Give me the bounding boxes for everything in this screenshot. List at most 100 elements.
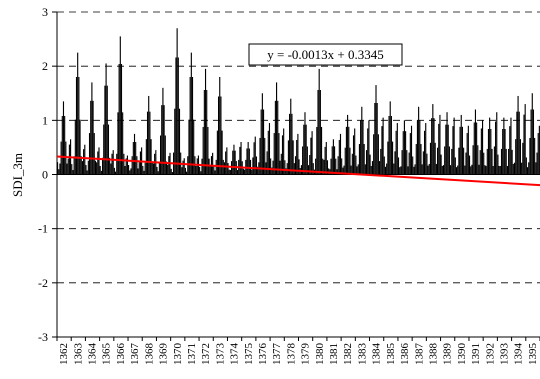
bar <box>328 168 330 175</box>
bar <box>79 119 81 175</box>
bar <box>174 108 176 175</box>
bar <box>523 114 525 175</box>
bar <box>284 160 286 175</box>
bar <box>331 146 333 175</box>
bar <box>474 109 477 175</box>
bar <box>534 137 536 175</box>
bar <box>493 146 495 175</box>
bar <box>458 147 460 175</box>
bar <box>178 108 181 175</box>
bar <box>498 165 500 175</box>
bar <box>125 158 127 175</box>
bar <box>360 120 362 175</box>
bar <box>355 155 357 175</box>
bar <box>409 133 411 175</box>
bar <box>91 82 93 175</box>
bar <box>196 158 198 175</box>
bar <box>380 148 382 175</box>
bar <box>242 168 244 175</box>
axis-layer <box>52 11 540 341</box>
bar <box>276 82 278 175</box>
x-tick-label: 1387 <box>413 343 425 366</box>
bar <box>467 125 469 175</box>
bar <box>226 147 228 175</box>
trendline-equation-box: y = -0.0013x + 0.3345 <box>248 43 403 66</box>
y-tick-label: -1 <box>38 222 48 236</box>
bar <box>119 36 121 175</box>
bar <box>133 133 136 175</box>
x-tick-label: 1376 <box>257 343 269 366</box>
bar <box>376 103 378 175</box>
trendline <box>56 155 540 187</box>
bar <box>307 165 310 175</box>
bar <box>73 156 75 175</box>
bar <box>490 129 492 175</box>
bar <box>516 111 518 175</box>
bar <box>336 169 338 175</box>
bar <box>356 166 358 175</box>
bar <box>502 129 504 175</box>
bar <box>216 130 218 175</box>
bar <box>221 130 223 175</box>
bar <box>99 165 101 175</box>
bar <box>405 131 407 175</box>
bar <box>232 150 234 175</box>
bar <box>485 165 487 175</box>
bar <box>83 149 85 175</box>
bar <box>371 161 374 175</box>
bar <box>161 105 163 175</box>
bar <box>413 166 415 175</box>
bar <box>362 120 364 175</box>
bar <box>264 137 266 175</box>
bar <box>369 154 371 175</box>
bar <box>521 162 523 175</box>
bar <box>323 159 325 175</box>
bar <box>473 122 475 175</box>
bar <box>290 98 292 175</box>
bar <box>423 130 426 175</box>
bar <box>351 153 353 175</box>
x-tick-label: 1393 <box>498 343 510 366</box>
bar <box>156 166 158 175</box>
bar <box>60 141 62 175</box>
bar <box>335 158 337 175</box>
bar <box>105 63 107 175</box>
x-tick-label: 1366 <box>115 343 127 366</box>
bar <box>135 142 137 175</box>
bar <box>459 126 461 175</box>
bar <box>175 57 177 175</box>
bar <box>184 167 186 175</box>
bar <box>476 122 478 175</box>
bar <box>248 148 250 175</box>
bar <box>62 101 65 175</box>
bar <box>383 156 385 175</box>
x-tick-label: 1372 <box>200 343 212 365</box>
x-tick-label: 1378 <box>285 343 297 366</box>
bar <box>343 165 345 175</box>
bar <box>126 155 128 175</box>
bar <box>103 124 105 175</box>
y-axis-label: SDI_3m <box>10 153 25 197</box>
bar <box>137 168 139 175</box>
bar <box>262 109 265 175</box>
bar <box>496 112 498 175</box>
bar <box>350 165 352 175</box>
bar <box>345 126 347 175</box>
bar <box>396 123 398 175</box>
bar <box>319 90 321 175</box>
x-tick-label: 1370 <box>172 343 184 366</box>
bar <box>286 163 288 175</box>
bar <box>291 113 293 175</box>
bar <box>57 162 59 175</box>
bar <box>429 142 432 175</box>
equation-box-frame <box>248 43 403 66</box>
bar <box>453 117 455 175</box>
bar <box>207 126 209 175</box>
bar <box>415 144 417 175</box>
bar <box>394 151 396 175</box>
bar <box>455 167 458 175</box>
bar <box>273 133 275 175</box>
bar <box>381 126 383 175</box>
y-tick-label: 2 <box>42 59 48 73</box>
